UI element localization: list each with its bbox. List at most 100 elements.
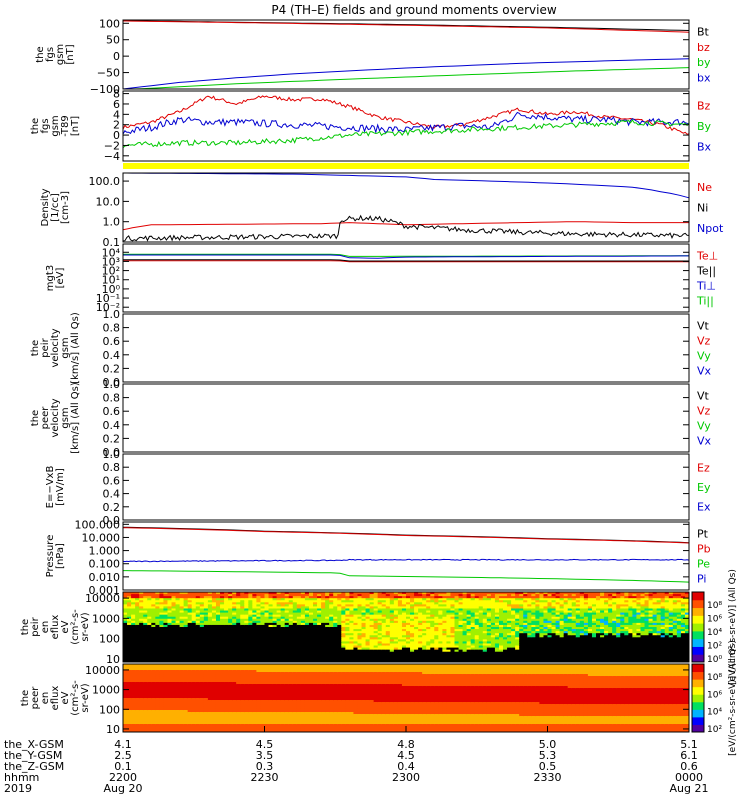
spectrogram-cell [220, 649, 225, 653]
spectrogram-cell [167, 620, 173, 624]
spectrogram-cell [620, 602, 625, 605]
spectrogram-cell [555, 633, 561, 636]
spectrogram-cell [171, 637, 177, 640]
spectrogram-cell [341, 635, 346, 638]
spectrogram-cell [393, 616, 399, 620]
spectrogram-cell [486, 651, 492, 655]
spectrogram-cell [604, 622, 609, 626]
spectrogram-cell [583, 612, 589, 616]
spectrogram-cell [490, 631, 496, 634]
spectrogram-cell [123, 592, 128, 595]
spectrogram-cell [632, 622, 637, 626]
spectrogram-cell [163, 592, 168, 595]
spectrogram-cell [571, 639, 577, 642]
spectrogram-cell [543, 629, 548, 632]
spectrogram-cell [131, 600, 136, 603]
spectrogram-cell [211, 608, 217, 612]
spectrogram-cell [466, 627, 472, 630]
spectrogram-cell [575, 616, 581, 620]
spectrogram-cell [207, 639, 213, 642]
spectrogram-cell [333, 624, 338, 628]
spectrogram-cell [676, 610, 682, 614]
spectrogram-cell [337, 608, 342, 612]
spectrogram-cell [458, 651, 464, 655]
spectrogram-cell [498, 641, 504, 644]
spectrogram-cell [442, 653, 447, 657]
spectrogram-cell [648, 602, 654, 605]
spectrogram-cell [187, 622, 193, 626]
spectrogram-cell [264, 659, 270, 663]
spectrogram-cell [555, 610, 561, 614]
spectrogram-cell [462, 647, 468, 651]
spectrogram-cell [268, 622, 274, 626]
spectrogram-cell [410, 600, 415, 603]
spectrogram-cell [632, 606, 637, 609]
spectrogram-cell [288, 641, 294, 644]
spectrogram-cell [600, 618, 605, 622]
spectrogram-cell [284, 631, 290, 634]
spectrogram-cell [248, 659, 253, 663]
spectrogram-cell [430, 631, 435, 634]
spectrogram-cell [511, 620, 516, 624]
spectrogram-cell [191, 659, 197, 663]
spectrogram-cell [337, 612, 342, 616]
spectrogram-cell [207, 659, 213, 663]
spectrogram-cell [187, 596, 193, 599]
spectrogram-cell [507, 598, 512, 601]
spectrogram-cell [503, 602, 508, 605]
spectrogram-cell [272, 614, 278, 618]
spectrogram-cell [410, 592, 415, 595]
spectrogram-cell [676, 629, 682, 632]
spectrogram-cell [240, 618, 245, 622]
spectrogram-cell [579, 620, 585, 624]
spectrogram-cell [397, 594, 403, 597]
spectrogram-cell [236, 602, 241, 605]
spectrogram-cell [547, 620, 553, 624]
spectrogram-cell [612, 610, 617, 614]
y-tick-label: 0 [113, 129, 120, 142]
spectrogram-cell [345, 612, 350, 616]
spectrogram-cell [199, 643, 205, 647]
spectrogram-cell [183, 614, 189, 618]
spectrogram-cell [668, 641, 674, 644]
spectrogram-cell [430, 624, 435, 628]
spectrogram-cell [159, 655, 164, 659]
spectrogram-cell [616, 610, 621, 614]
spectrogram-cell [333, 651, 338, 655]
spectrogram-cell [211, 596, 217, 599]
spectrogram-cell [406, 657, 411, 661]
spectrogram-cell [357, 616, 363, 620]
spectrogram-cell [268, 639, 274, 642]
spectrogram-cell [604, 612, 609, 616]
spectrogram-cell [426, 637, 431, 640]
spectrogram-cell [656, 629, 662, 632]
spectrogram-cell [583, 602, 589, 605]
spectrogram-cell [414, 641, 419, 644]
spectrogram-cell [410, 620, 415, 624]
spectrogram-cell [244, 596, 249, 599]
spectrogram-cell [357, 627, 363, 630]
spectrogram-cell [183, 602, 189, 605]
spectrogram-cell [462, 594, 468, 597]
spectrogram-cell [248, 635, 253, 638]
spectrogram-cell [543, 618, 548, 622]
spectrogram-cell [668, 647, 674, 651]
spectrogram-cell [640, 641, 646, 644]
spectrogram-cell [357, 606, 363, 609]
spectrogram-cell [373, 657, 379, 661]
y-tick-label: 0.0 [103, 514, 121, 527]
spectrogram-cell [325, 614, 330, 618]
spectrogram-cell [535, 610, 540, 614]
spectrogram-cell [244, 594, 249, 597]
spectrogram-cell [442, 643, 447, 647]
spectrogram-cell [555, 655, 561, 659]
spectrogram-cell [551, 651, 557, 655]
legend-entry: bx [697, 71, 711, 84]
spectrogram-cell [373, 598, 379, 601]
spectrogram-cell [438, 631, 443, 634]
spectrogram-cell [559, 594, 565, 597]
spectrogram-cell [652, 655, 658, 659]
spectrogram-cell [393, 635, 399, 638]
spectrogram-cell [248, 618, 253, 622]
spectrogram-cell [252, 659, 257, 663]
